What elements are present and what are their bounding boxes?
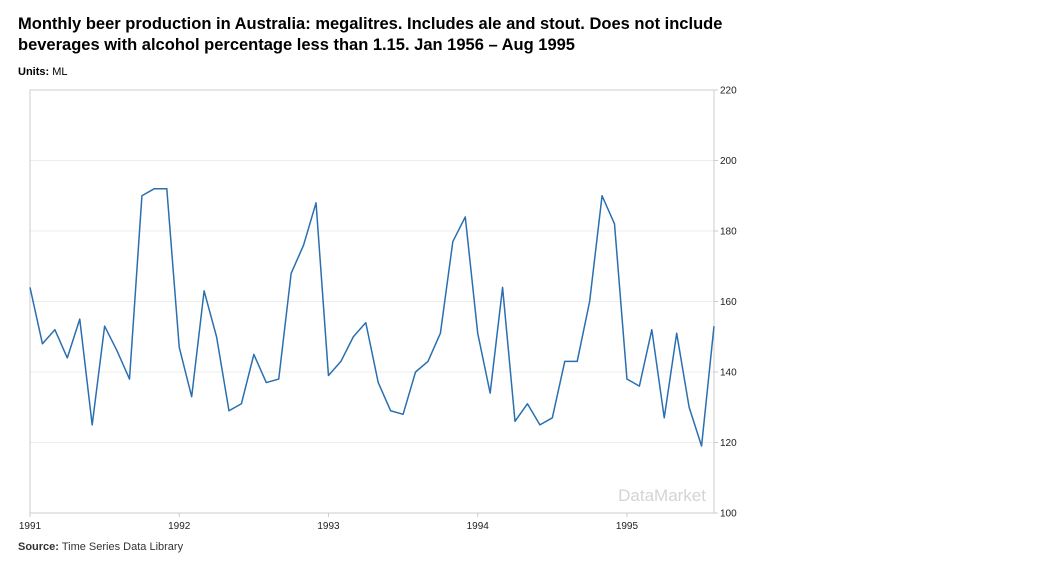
data-point[interactable] [500, 284, 506, 290]
data-point[interactable] [562, 358, 568, 364]
data-point[interactable] [686, 404, 692, 410]
data-point[interactable] [189, 394, 195, 400]
data-point[interactable] [214, 334, 220, 340]
data-point[interactable] [164, 186, 170, 192]
source-value: Time Series Data Library [61, 541, 184, 553]
data-point[interactable] [238, 401, 244, 407]
data-point[interactable] [450, 239, 456, 245]
grid-lines [30, 160, 714, 443]
data-point[interactable] [475, 330, 481, 336]
data-point[interactable] [39, 341, 45, 347]
data-point[interactable] [711, 323, 717, 329]
data-point[interactable] [201, 288, 207, 294]
data-point[interactable] [151, 186, 157, 192]
data-point[interactable] [263, 380, 269, 386]
data-point[interactable] [114, 348, 120, 354]
series-line-0 [29, 187, 715, 447]
data-point[interactable] [388, 408, 394, 414]
x-tick-label: 1993 [317, 521, 340, 532]
data-point[interactable] [599, 193, 605, 199]
data-point[interactable] [574, 358, 580, 364]
data-point[interactable] [325, 373, 331, 379]
data-point[interactable] [313, 200, 319, 206]
units-value: ML [52, 66, 68, 78]
data-point[interactable] [27, 284, 33, 290]
data-point[interactable] [636, 383, 642, 389]
y-tick-label: 140 [720, 368, 737, 379]
data-point[interactable] [674, 330, 680, 336]
data-point[interactable] [524, 401, 530, 407]
data-point[interactable] [64, 355, 70, 361]
data-point[interactable] [276, 376, 282, 382]
y-tick-label: 180 [720, 227, 737, 238]
data-point[interactable] [52, 327, 58, 333]
y-tick-label: 220 [720, 86, 737, 97]
data-point[interactable] [251, 351, 257, 357]
data-point[interactable] [649, 327, 655, 333]
data-point[interactable] [139, 193, 145, 199]
source-label: Source: [18, 541, 59, 553]
data-point[interactable] [487, 390, 493, 396]
data-point[interactable] [126, 376, 132, 382]
x-tick-label: 1991 [19, 521, 42, 532]
series-group [27, 186, 717, 449]
data-point[interactable] [661, 415, 667, 421]
data-point[interactable] [462, 214, 468, 220]
data-point[interactable] [301, 242, 307, 248]
data-point[interactable] [400, 411, 406, 417]
data-point[interactable] [375, 380, 381, 386]
data-point[interactable] [537, 422, 543, 428]
data-point[interactable] [413, 369, 419, 375]
data-point[interactable] [350, 334, 356, 340]
data-point[interactable] [102, 323, 108, 329]
data-point[interactable] [612, 221, 618, 227]
data-point[interactable] [699, 443, 705, 449]
x-tick-label: 1995 [616, 521, 639, 532]
units-caption: Units: ML [18, 66, 68, 78]
data-point[interactable] [226, 408, 232, 414]
x-axis: 1991 1992 1993 1994 1995 [19, 513, 639, 532]
units-label: Units: [18, 66, 50, 78]
data-point[interactable] [587, 299, 593, 305]
y-tick-label: 100 [720, 509, 737, 520]
data-point[interactable] [437, 330, 443, 336]
data-point[interactable] [89, 422, 95, 428]
data-point[interactable] [363, 320, 369, 326]
y-tick-label: 120 [720, 438, 737, 449]
y-axis: 100 120 140 160 180 200 220 [714, 86, 737, 520]
source-caption: Source: Time Series Data Library [18, 541, 183, 553]
data-point[interactable] [425, 358, 431, 364]
data-point[interactable] [549, 415, 555, 421]
data-point[interactable] [338, 358, 344, 364]
data-point[interactable] [77, 316, 83, 322]
chart-title: Monthly beer production in Australia: me… [18, 15, 723, 54]
x-tick-label: 1994 [467, 521, 490, 532]
y-tick-label: 200 [720, 156, 737, 167]
data-point[interactable] [624, 376, 630, 382]
data-point[interactable] [176, 344, 182, 350]
x-tick-label: 1992 [168, 521, 191, 532]
data-point[interactable] [288, 270, 294, 276]
datamarket-watermark: DataMarket [618, 486, 706, 505]
y-tick-label: 160 [720, 297, 737, 308]
data-point[interactable] [512, 418, 518, 424]
